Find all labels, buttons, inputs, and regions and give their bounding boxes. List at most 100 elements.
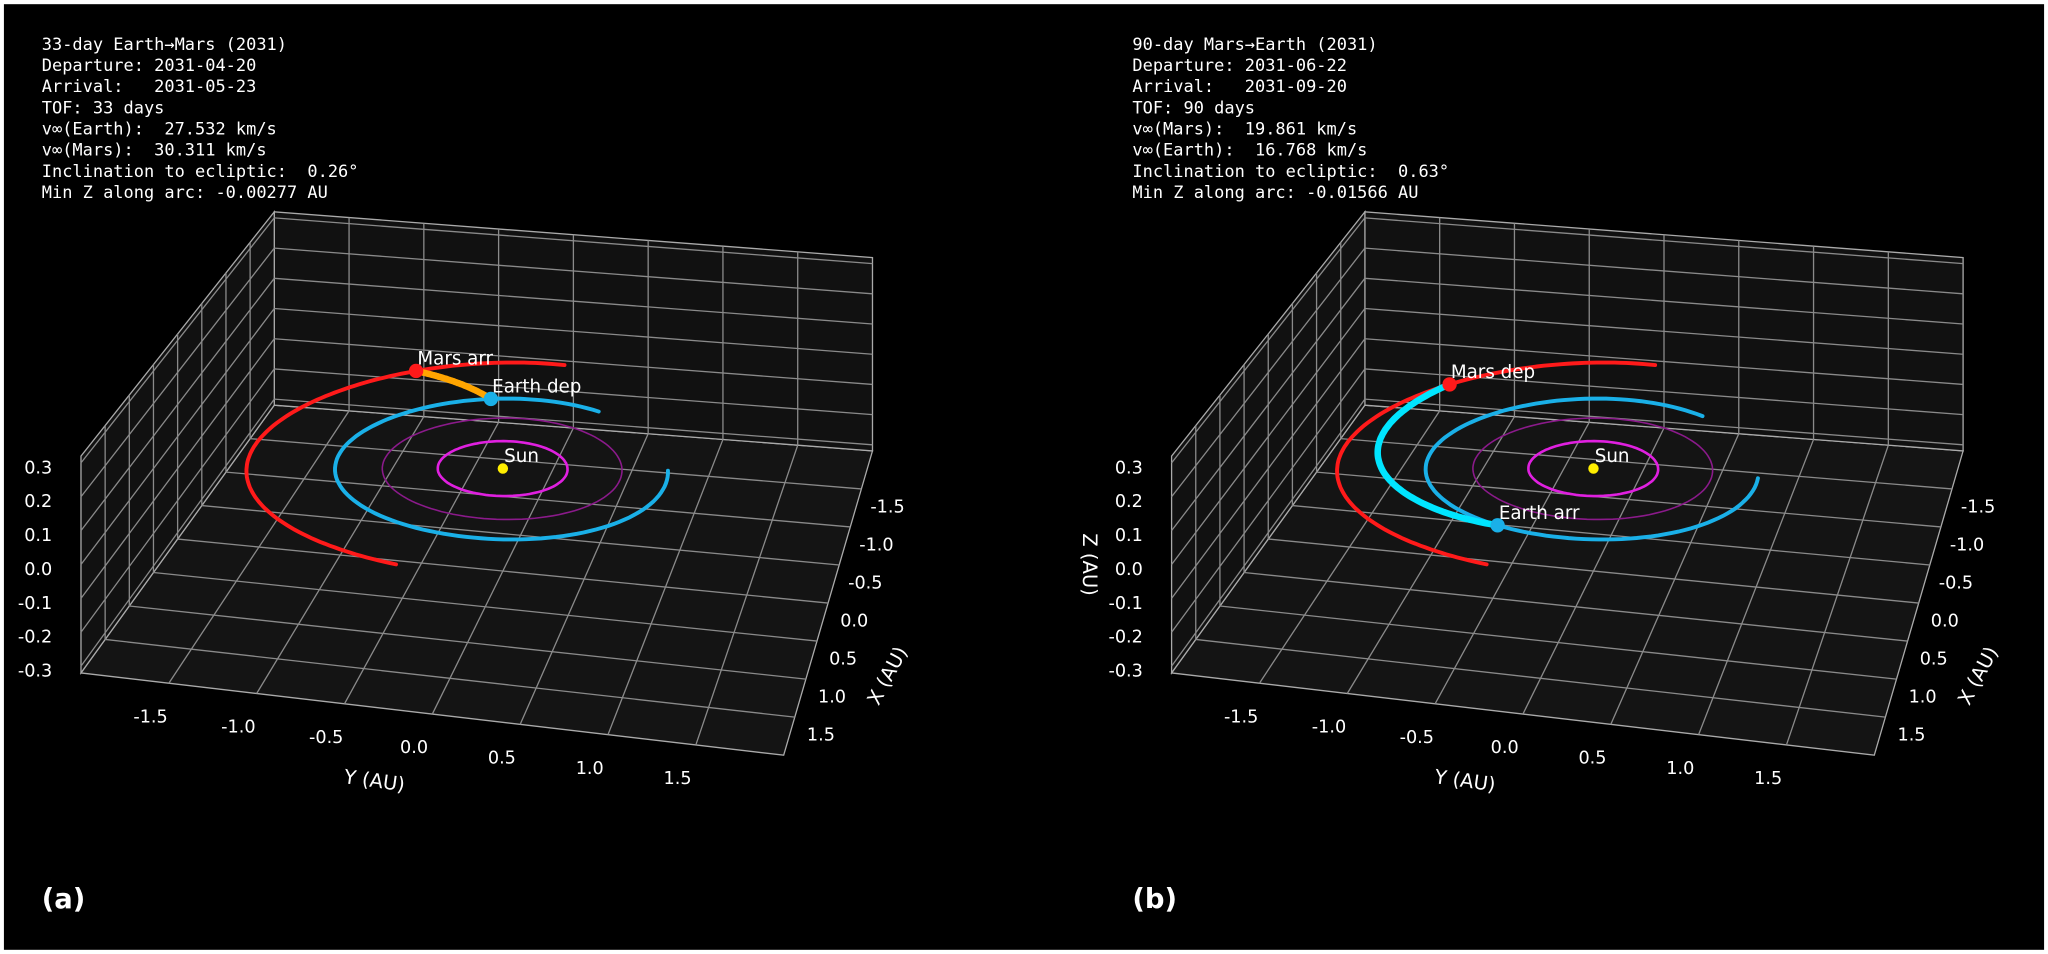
- grid-line: [1364, 338, 1964, 386]
- y-tick-label: -1.0: [1312, 718, 1346, 738]
- z-tick-label: 0.1: [1115, 526, 1143, 546]
- info-line: Inclination to ecliptic: 0.26°: [42, 162, 359, 182]
- grid-line: [274, 368, 873, 416]
- grid-line: [1346, 416, 1516, 694]
- grid-line: [1171, 398, 1366, 667]
- x-tick-label: -1.5: [870, 497, 904, 517]
- z-tick-label: 0.3: [24, 458, 52, 478]
- info-line: Arrival: 2031-05-23: [42, 77, 257, 97]
- grid-line: [80, 247, 275, 498]
- panel-label: (a): [42, 884, 86, 915]
- x-tick-label: 0.5: [829, 650, 857, 670]
- y-tick-label: 0.5: [488, 749, 516, 769]
- grid-line: [80, 308, 275, 565]
- body-marker: [497, 463, 509, 474]
- grid-line: [274, 247, 873, 295]
- y-tick-label: -1.5: [133, 707, 167, 727]
- grid-line: [80, 368, 275, 633]
- body-marker: [1588, 463, 1599, 474]
- grid-line: [695, 444, 799, 746]
- z-tick-label: 0.0: [24, 560, 52, 580]
- info-line: Departure: 2031-04-20: [42, 56, 257, 76]
- y-tick-label: 1.5: [664, 769, 692, 789]
- info-line: 90-day Mars→Earth (2031): [1132, 35, 1377, 55]
- grid-line: [607, 439, 724, 735]
- grid-line: [1434, 421, 1590, 705]
- z-tick-label: 0.0: [1115, 560, 1143, 580]
- x-tick-label: -1.5: [1961, 497, 1995, 517]
- z-tick-label: -0.3: [1108, 662, 1142, 682]
- grid-line: [1171, 368, 1366, 633]
- info-line: TOF: 33 days: [42, 98, 165, 118]
- body-marker: [408, 363, 424, 379]
- grid-line: [1522, 427, 1665, 715]
- grid-line: [1171, 277, 1366, 532]
- orbit: [1527, 439, 1660, 498]
- orbit: [333, 396, 670, 542]
- grid-line: [1364, 217, 1964, 265]
- z-axis-label: Z (AU): [1078, 533, 1101, 596]
- grid-line: [1171, 308, 1366, 565]
- info-line: 33-day Earth→Mars (2031): [42, 35, 287, 55]
- orbit: [244, 360, 567, 567]
- z-tick-label: 0.2: [24, 492, 52, 512]
- info-line: Inclination to ecliptic: 0.63°: [1132, 162, 1449, 182]
- body-marker: [1490, 518, 1505, 533]
- grid-line: [274, 277, 873, 325]
- grid-line: [1698, 439, 1815, 735]
- orbit: [1335, 360, 1658, 567]
- grid-line: [1364, 277, 1964, 325]
- z-tick-label: -0.2: [18, 628, 52, 648]
- x-tick-label: 1.0: [1909, 688, 1937, 708]
- info-line: Min Z along arc: -0.00277 AU: [42, 183, 328, 203]
- grid-line: [256, 416, 425, 694]
- y-tick-label: 1.0: [1666, 759, 1694, 779]
- body-marker: [483, 391, 499, 407]
- x-tick-label: -0.5: [848, 574, 882, 594]
- orbit: [381, 417, 623, 521]
- x-tick-label: 0.0: [840, 612, 868, 632]
- orbit: [1472, 417, 1714, 521]
- panel-label: (b): [1132, 884, 1177, 915]
- grid-line: [80, 277, 275, 532]
- x-tick-label: -0.5: [1939, 574, 1973, 594]
- z-tick-label: 0.2: [1115, 492, 1143, 512]
- info-line: v∞(Earth): 16.768 km/s: [1132, 141, 1367, 161]
- body-label: Earth arr: [1499, 503, 1580, 524]
- body-label: Sun: [1595, 446, 1630, 467]
- grid-line: [1364, 398, 1964, 446]
- grid-line: [1364, 368, 1964, 416]
- grid-line: [1171, 338, 1366, 599]
- orbit: [436, 439, 569, 498]
- grid-line: [1171, 217, 1366, 464]
- y-tick-label: -0.5: [1400, 728, 1434, 748]
- grid-line: [274, 398, 873, 446]
- grid-line: [1364, 247, 1964, 295]
- body-marker: [1442, 377, 1457, 392]
- grid-line: [168, 410, 350, 684]
- grid-line: [1785, 444, 1889, 746]
- transfer-arc: [412, 367, 495, 403]
- info-line: v∞(Earth): 27.532 km/s: [42, 120, 277, 140]
- y-tick-label: -0.5: [309, 728, 343, 748]
- y-tick-label: 0.5: [1578, 749, 1606, 769]
- orbit: [1423, 396, 1760, 542]
- body-label: Earth dep: [492, 376, 581, 397]
- body-label: Mars arr: [417, 348, 493, 369]
- grid-line: [431, 427, 574, 715]
- grid-line: [519, 433, 649, 725]
- z-tick-label: -0.1: [1108, 594, 1142, 614]
- grid-line: [1364, 307, 1964, 355]
- info-line: TOF: 90 days: [1132, 98, 1255, 118]
- info-line: v∞(Mars): 19.861 km/s: [1132, 120, 1357, 140]
- z-tick-label: -0.3: [18, 662, 52, 682]
- x-tick-label: 0.5: [1920, 650, 1948, 670]
- y-tick-label: 0.0: [1491, 738, 1519, 758]
- z-tick-label: 0.3: [1115, 458, 1143, 478]
- x-tick-label: -1.0: [859, 535, 893, 555]
- y-tick-label: -1.5: [1224, 707, 1258, 727]
- x-tick-label: 0.0: [1931, 612, 1959, 632]
- y-tick-label: -1.0: [221, 718, 255, 738]
